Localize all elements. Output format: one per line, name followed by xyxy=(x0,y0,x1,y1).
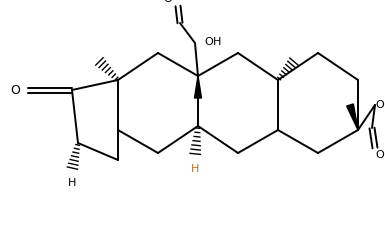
Text: H: H xyxy=(68,178,76,188)
Text: O: O xyxy=(375,150,384,160)
Polygon shape xyxy=(194,76,201,98)
Text: O: O xyxy=(163,0,172,4)
Text: H: H xyxy=(191,164,199,174)
Text: O: O xyxy=(10,84,20,96)
Text: H: H xyxy=(213,37,221,47)
Polygon shape xyxy=(346,104,358,130)
Text: O: O xyxy=(375,100,384,110)
Text: O: O xyxy=(204,37,213,47)
